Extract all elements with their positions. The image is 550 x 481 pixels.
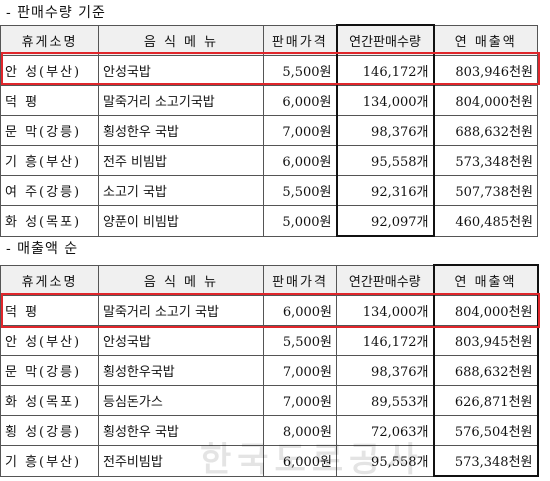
cell-annual-quantity: 98,376개 (335, 115, 435, 146)
cell-annual-quantity: 95,558개 (336, 445, 434, 477)
table-header-row: 휴게소명 음 식 메 뉴 판매가격 연간판매수량 연 매출액 (0, 264, 539, 296)
cell-price: 6,000원 (263, 85, 337, 116)
table-row: 문 막(강릉) 횡성한우국밥 7,000원 98,376개 688,632천원 (0, 355, 539, 386)
cell-annual-quantity: 72,063개 (336, 415, 434, 446)
cell-annual-quantity: 134,000개 (336, 295, 434, 326)
cell-rest-area: 덕 평 (0, 85, 99, 116)
cell-menu: 횡성한우 국밥 (98, 415, 264, 446)
table-row: 기 흥(부산) 전주비빔밥 6,000원 95,558개 573,348천원 (0, 445, 539, 477)
cell-price: 7,000원 (263, 115, 337, 146)
cell-rest-area: 덕 평 (0, 295, 99, 326)
cell-menu: 양푼이 비빔밥 (98, 205, 264, 237)
cell-menu: 전주비빔밥 (98, 445, 264, 477)
col-header-menu: 음 식 메 뉴 (98, 24, 264, 56)
table-row: 여 주(강릉) 소고기 국밥 5,500원 92,316개 507,738천원 (0, 175, 538, 206)
cell-rest-area: 안 성(부산) (0, 55, 99, 86)
cell-annual-quantity: 92,316개 (335, 175, 435, 206)
cell-annual-sales: 688,632천원 (433, 115, 538, 146)
table-by-quantity: 휴게소명 음 식 메 뉴 판매가격 연간판매수량 연 매출액 안 성(부산) 안성… (0, 24, 538, 237)
cell-rest-area: 안 성(부산) (0, 325, 99, 356)
cell-rest-area: 화 성(목포) (0, 205, 99, 237)
cell-price: 5,500원 (263, 325, 337, 356)
table-row: 문 막(강릉) 횡성한우 국밥 7,000원 98,376개 688,632천원 (0, 115, 538, 146)
cell-menu: 소고기 국밥 (98, 175, 264, 206)
table-row: 덕 평 말죽거리 소고기 국밥 6,000원 134,000개 804,000천원 (0, 295, 539, 326)
cell-rest-area: 기 흥(부산) (0, 145, 99, 176)
col-header-annual-quantity: 연간판매수량 (336, 264, 434, 296)
table-header-row: 휴게소명 음 식 메 뉴 판매가격 연간판매수량 연 매출액 (0, 24, 538, 56)
col-header-annual-sales: 연 매출액 (433, 24, 538, 56)
cell-annual-sales: 573,348천원 (433, 145, 538, 176)
cell-menu: 안성국밥 (98, 325, 264, 356)
col-header-annual-sales: 연 매출액 (432, 264, 539, 296)
col-header-annual-quantity: 연간판매수량 (335, 24, 435, 56)
cell-rest-area: 문 막(강릉) (0, 115, 99, 146)
cell-annual-sales: 573,348천원 (432, 445, 539, 477)
table-by-sales: 휴게소명 음 식 메 뉴 판매가격 연간판매수량 연 매출액 덕 평 말죽거리 소… (0, 264, 539, 477)
section-title-sales: - 매출액 순 (6, 241, 79, 257)
cell-menu: 등심돈가스 (98, 385, 264, 416)
cell-rest-area: 기 흥(부산) (0, 445, 99, 477)
table-row: 화 성(목포) 등심돈가스 7,000원 89,553개 626,871천원 (0, 385, 539, 416)
cell-annual-sales: 803,946천원 (433, 55, 538, 86)
cell-menu: 횡성한우국밥 (98, 355, 264, 386)
table-row: 화 성(목포) 양푼이 비빔밥 5,000원 92,097개 460,485천원 (0, 205, 538, 237)
cell-annual-sales: 576,504천원 (432, 415, 539, 446)
cell-rest-area: 여 주(강릉) (0, 175, 99, 206)
cell-price: 5,000원 (263, 205, 337, 237)
cell-menu: 말죽거리 소고기 국밥 (98, 295, 264, 326)
cell-annual-sales: 460,485천원 (433, 205, 538, 237)
table-row: 횡 성(강릉) 횡성한우 국밥 8,000원 72,063개 576,504천원 (0, 415, 539, 446)
cell-price: 7,000원 (263, 355, 337, 386)
cell-annual-sales: 688,632천원 (432, 355, 539, 386)
cell-menu: 횡성한우 국밥 (98, 115, 264, 146)
cell-price: 7,000원 (263, 385, 337, 416)
cell-price: 6,000원 (263, 295, 337, 326)
table-row: 덕 평 말죽거리 소고기국밥 6,000원 134,000개 804,000천원 (0, 85, 538, 116)
table-row: 기 흥(부산) 전주 비빔밥 6,000원 95,558개 573,348천원 (0, 145, 538, 176)
cell-menu: 안성국밥 (98, 55, 264, 86)
cell-annual-quantity: 146,172개 (336, 325, 434, 356)
col-header-price: 판매가격 (263, 24, 337, 56)
cell-annual-sales: 507,738천원 (433, 175, 538, 206)
cell-annual-sales: 626,871천원 (432, 385, 539, 416)
cell-menu: 말죽거리 소고기국밥 (98, 85, 264, 116)
cell-annual-quantity: 92,097개 (335, 205, 435, 237)
cell-annual-quantity: 89,553개 (336, 385, 434, 416)
col-header-menu: 음 식 메 뉴 (98, 264, 264, 296)
col-header-rest-area: 휴게소명 (0, 264, 99, 296)
cell-price: 8,000원 (263, 415, 337, 446)
cell-annual-sales: 804,000천원 (432, 295, 539, 326)
cell-price: 5,500원 (263, 55, 337, 86)
cell-price: 5,500원 (263, 175, 337, 206)
table-row: 안 성(부산) 안성국밥 5,500원 146,172개 803,946천원 (0, 55, 538, 86)
col-header-price: 판매가격 (263, 264, 337, 296)
cell-annual-sales: 804,000천원 (433, 85, 538, 116)
cell-annual-quantity: 95,558개 (335, 145, 435, 176)
cell-menu: 전주 비빔밥 (98, 145, 264, 176)
cell-rest-area: 문 막(강릉) (0, 355, 99, 386)
cell-annual-quantity: 134,000개 (335, 85, 435, 116)
cell-price: 6,000원 (263, 145, 337, 176)
cell-rest-area: 화 성(목포) (0, 385, 99, 416)
cell-price: 6,000원 (263, 445, 337, 477)
section-title-quantity: - 판매수량 기준 (6, 5, 106, 21)
col-header-rest-area: 휴게소명 (0, 24, 99, 56)
cell-annual-quantity: 146,172개 (335, 55, 435, 86)
table-row: 안 성(부산) 안성국밥 5,500원 146,172개 803,945천원 (0, 325, 539, 356)
cell-annual-quantity: 98,376개 (336, 355, 434, 386)
cell-rest-area: 횡 성(강릉) (0, 415, 99, 446)
cell-annual-sales: 803,945천원 (432, 325, 539, 356)
